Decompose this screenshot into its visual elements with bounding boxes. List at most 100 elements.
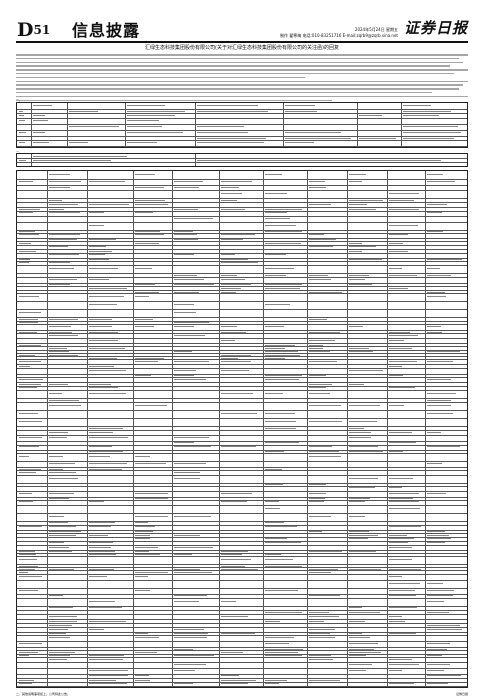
cell-text (349, 534, 378, 536)
cell-text (174, 534, 201, 536)
cell-text (309, 331, 341, 333)
row-rule (17, 587, 467, 589)
cell-text (49, 546, 69, 548)
cell-text (49, 203, 79, 205)
cell-text (174, 291, 200, 293)
cell-text (349, 607, 363, 609)
cell-text (174, 683, 193, 685)
row-rule (17, 444, 467, 446)
cell-text (174, 669, 195, 671)
cell-text (19, 643, 43, 645)
cell-text (427, 181, 455, 183)
text-line (16, 69, 468, 71)
cell-text (389, 405, 405, 407)
cell-text (349, 663, 373, 665)
cell-text (221, 446, 257, 448)
cell-text (19, 526, 43, 528)
cell-text (309, 571, 332, 573)
cell-text (49, 254, 80, 256)
cell-text (403, 132, 461, 134)
cell-text (49, 199, 63, 201)
row-rule (17, 650, 467, 651)
cell-text (49, 334, 78, 336)
cell-text (389, 477, 413, 479)
row-rule (17, 685, 467, 687)
row-rule (17, 556, 467, 557)
cell-text (349, 284, 373, 286)
cell-text (49, 534, 77, 536)
cell-text (389, 620, 405, 622)
cell-text (427, 595, 453, 597)
cell-text (174, 326, 195, 328)
cell-text (389, 375, 404, 377)
cell-text (309, 498, 326, 500)
row-rule (17, 373, 467, 375)
row-rule (17, 564, 467, 565)
cell-text (349, 421, 378, 423)
row-rule (17, 118, 467, 119)
cell-text (389, 268, 403, 270)
cell-text (265, 643, 289, 645)
cell-text (265, 287, 300, 289)
row-rule (17, 605, 467, 607)
cell-text (49, 456, 64, 458)
cell-text (135, 234, 164, 236)
column-rule (125, 103, 126, 147)
row-rule (17, 158, 467, 159)
cell-text (427, 331, 442, 333)
cell-text (89, 347, 126, 349)
cell-text (427, 268, 441, 270)
text-line (16, 95, 468, 98)
cell-text (221, 326, 238, 328)
row-rule (17, 349, 467, 351)
cell-text (135, 212, 153, 214)
cell-text (135, 296, 149, 298)
row-rule (17, 130, 467, 131)
cell-text (19, 344, 41, 346)
row-rule (17, 185, 467, 186)
cell-text (89, 393, 126, 395)
row-rule (17, 353, 467, 354)
row-rule (17, 356, 467, 357)
cell-text (221, 679, 256, 681)
cell-text (49, 278, 77, 280)
cell-text (135, 498, 168, 500)
cell-text (389, 199, 415, 201)
cell-text (49, 436, 67, 438)
cell-text (427, 431, 441, 433)
cell-text (265, 413, 296, 415)
cell-text (389, 224, 418, 226)
cell-text (265, 354, 301, 356)
cell-text (127, 126, 163, 128)
text-line (16, 72, 455, 75)
cell-text (265, 378, 299, 380)
cell-text (174, 375, 195, 377)
cell-text (49, 624, 72, 626)
cell-text (221, 234, 256, 236)
cell-text (427, 274, 451, 276)
cell-text (221, 568, 258, 570)
cell-text (135, 534, 151, 536)
cell-text (127, 120, 159, 122)
cell-text (89, 254, 105, 256)
cell-text (174, 595, 207, 597)
cell-text (349, 531, 369, 533)
cell-text (427, 393, 457, 395)
row-rule (17, 320, 467, 322)
cell-text (427, 675, 461, 677)
cell-text (349, 451, 383, 453)
cell-text (135, 456, 151, 458)
cell-text (221, 199, 237, 201)
cell-text (135, 633, 149, 635)
cell-text (135, 291, 160, 293)
cell-text (265, 538, 287, 540)
cell-text (49, 347, 68, 349)
cell-text (49, 651, 75, 653)
cell-text (174, 637, 208, 639)
row-rule (17, 282, 467, 284)
row-rule (17, 474, 467, 476)
cell-text (174, 546, 214, 548)
row-rule (17, 317, 467, 318)
cell-text (174, 571, 213, 573)
